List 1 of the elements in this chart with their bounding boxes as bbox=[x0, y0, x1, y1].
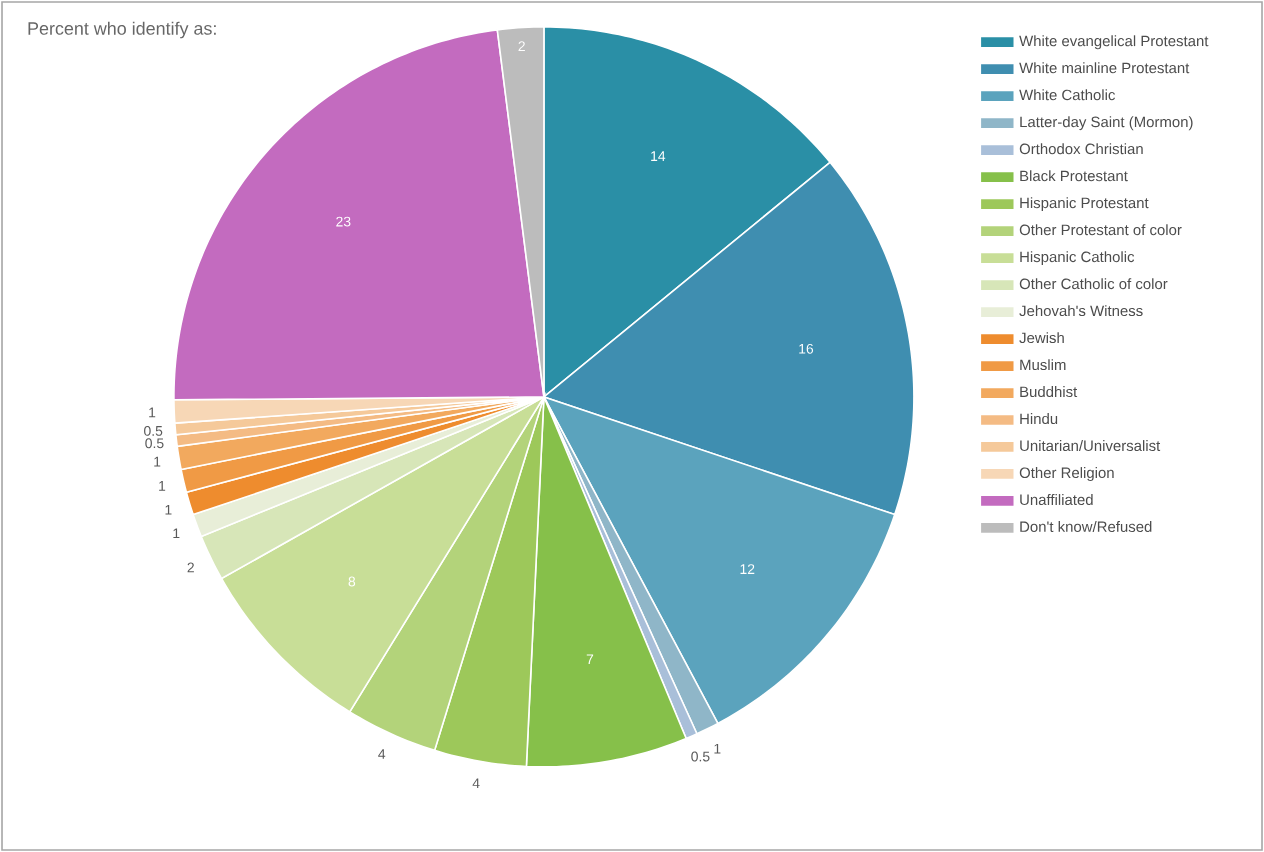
chart-title: Percent who identify as: bbox=[28, 21, 216, 39]
